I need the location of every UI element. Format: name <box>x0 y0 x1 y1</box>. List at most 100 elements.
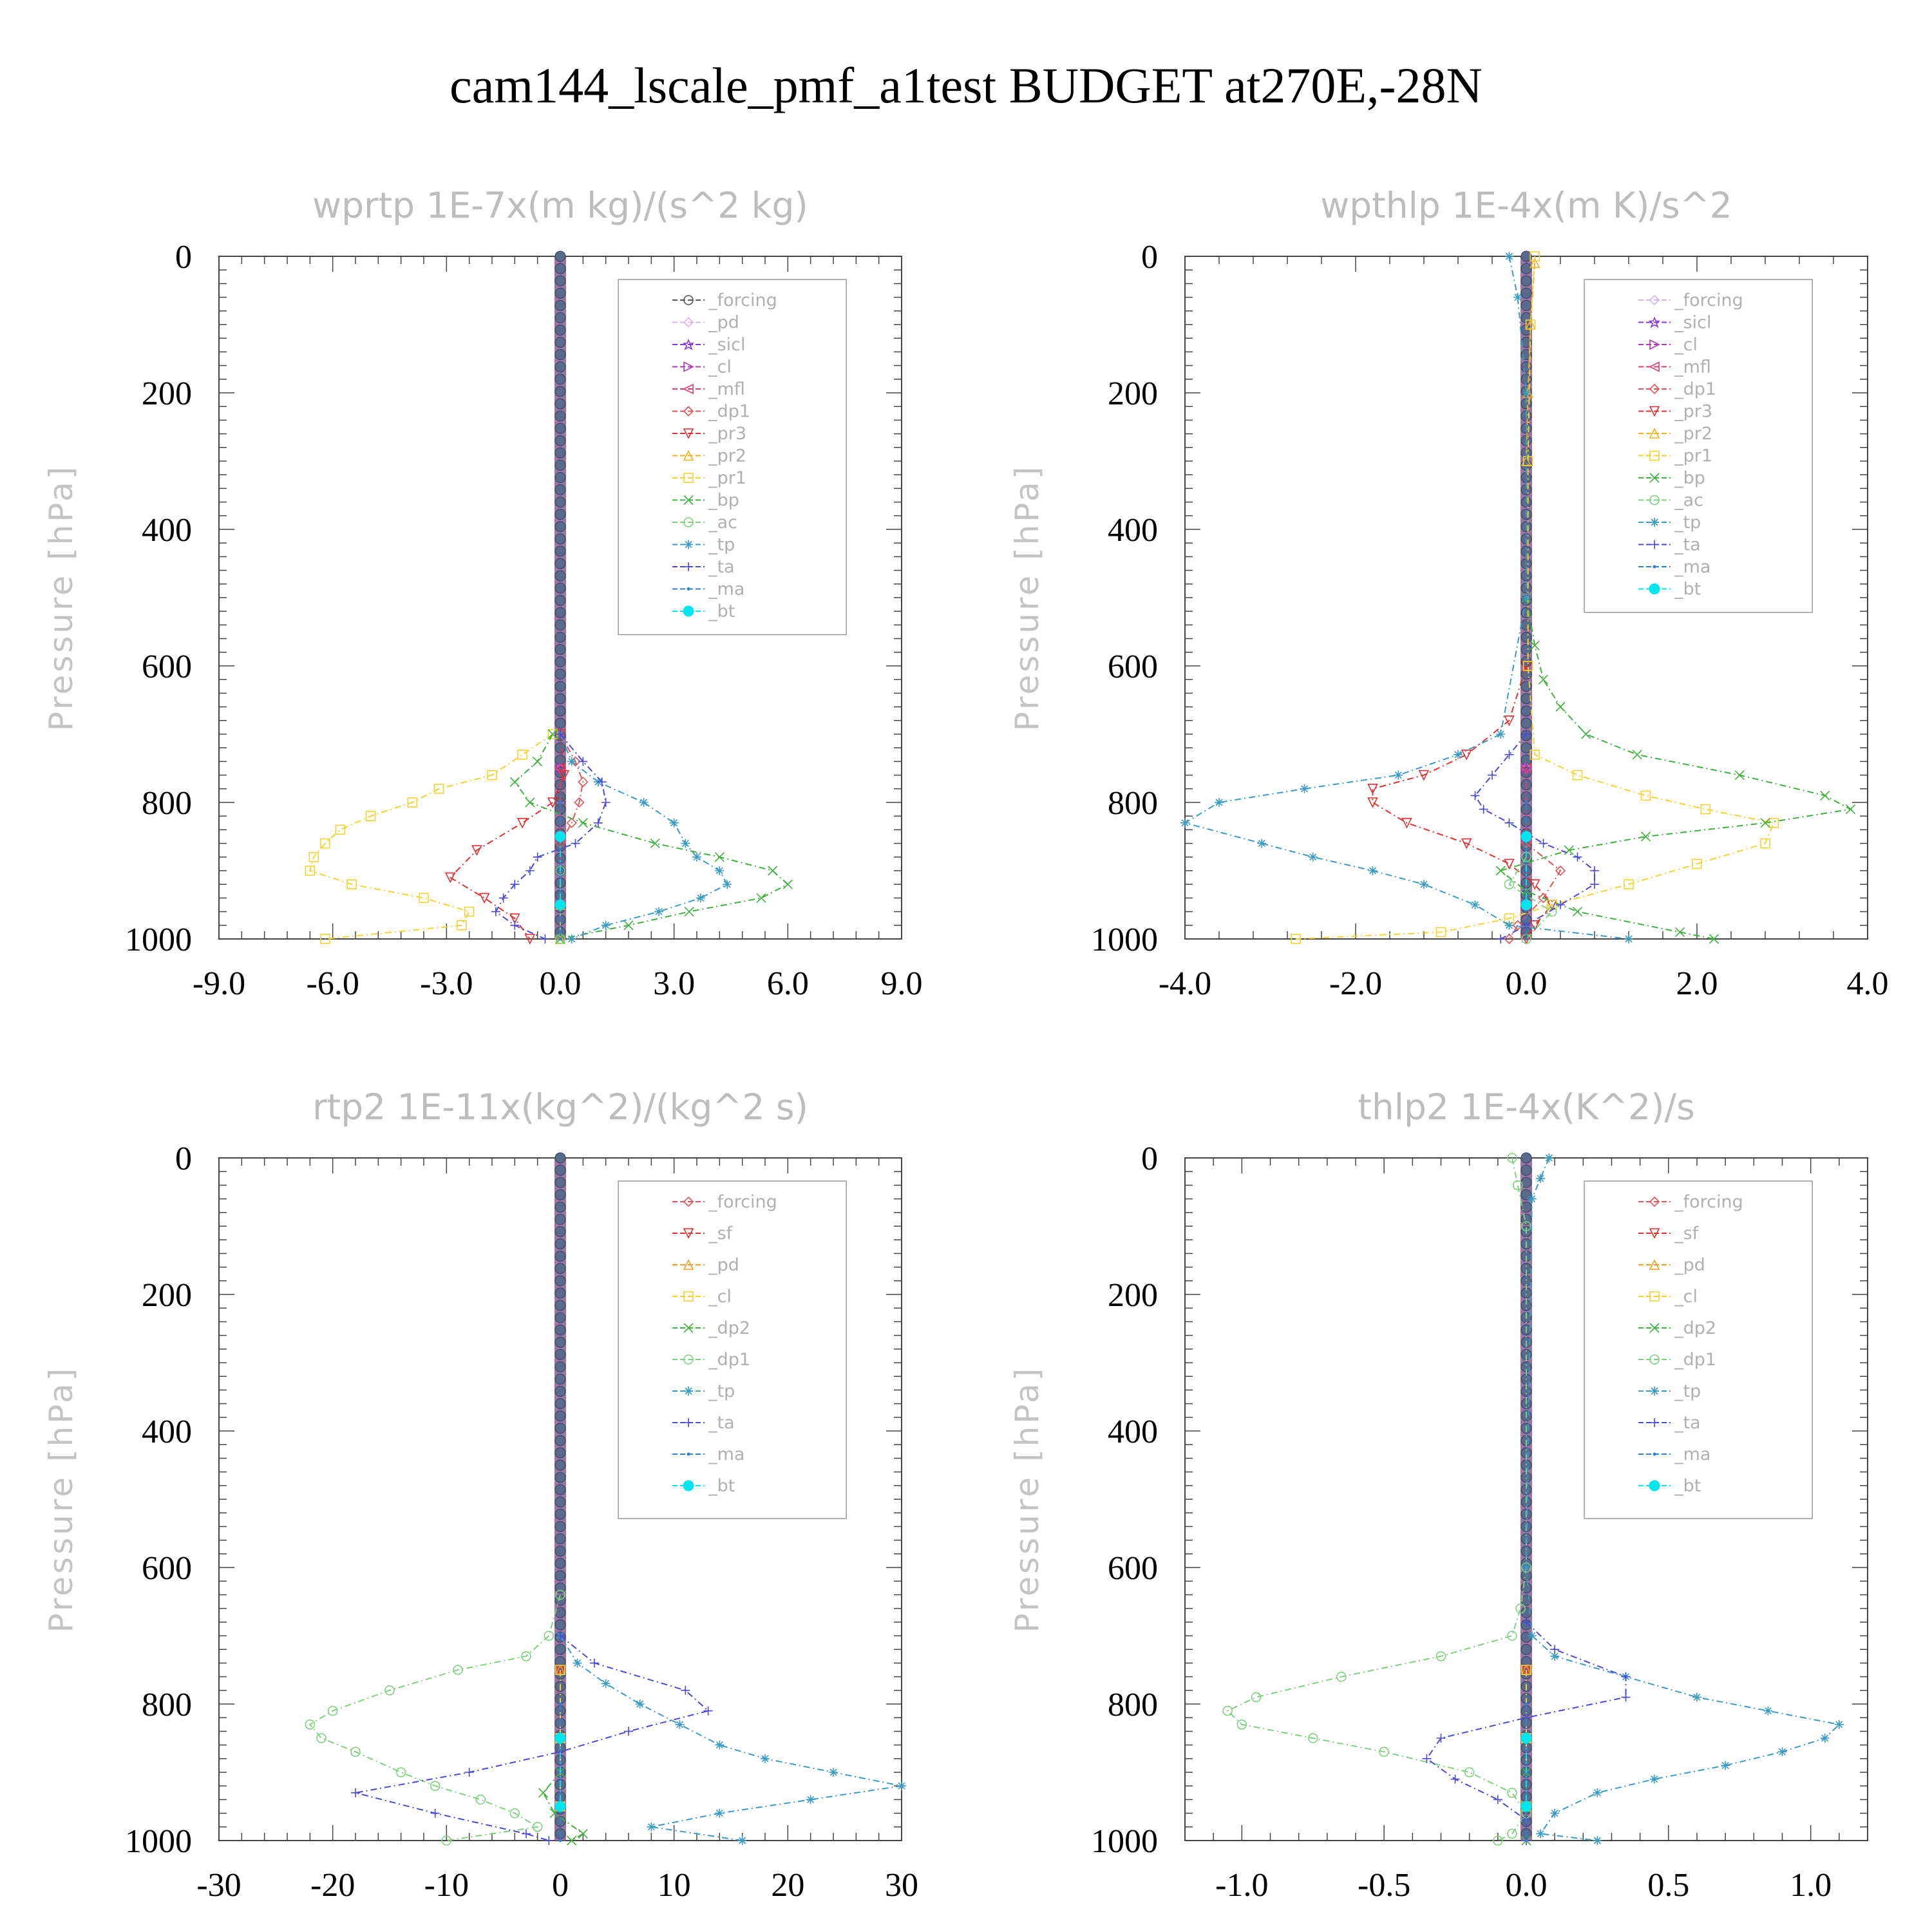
x-tick-label: -9.0 <box>193 965 245 1002</box>
data-point <box>1640 790 1651 801</box>
legend-marker <box>683 1480 694 1492</box>
data-point <box>1522 388 1531 397</box>
legend-label: _dp2 <box>708 1318 750 1338</box>
data-point <box>1515 1603 1526 1614</box>
y-axis-label: Pressure [hPa] <box>43 1366 80 1633</box>
data-point <box>498 893 508 903</box>
data-point <box>1300 784 1309 793</box>
zero-level-marker <box>554 337 566 348</box>
zero-level-marker <box>554 299 566 311</box>
series-line <box>560 734 584 844</box>
data-point <box>715 866 724 875</box>
zero-level-marker <box>1520 1189 1532 1200</box>
legend-marker <box>1649 495 1660 506</box>
zero-level-marker <box>554 1643 566 1655</box>
series-ta <box>1470 730 1599 943</box>
data-point <box>1419 880 1428 889</box>
series-pr1 <box>305 729 558 944</box>
legend-marker <box>683 450 694 461</box>
legend-entry-cl: _cl <box>672 357 732 377</box>
series-ac <box>1504 852 1557 944</box>
data-point <box>509 1808 520 1819</box>
zero-level-marker <box>554 644 566 656</box>
data-point <box>1520 1801 1532 1812</box>
series-line <box>1296 256 1775 940</box>
data-point <box>714 852 724 862</box>
data-point <box>365 811 376 822</box>
data-point <box>696 893 705 903</box>
zero-level-marker <box>554 324 566 336</box>
legend-marker <box>1649 339 1660 350</box>
data-point <box>1550 1651 1560 1661</box>
data-point <box>1640 831 1651 842</box>
data-point <box>723 880 732 889</box>
data-point <box>1470 791 1480 800</box>
data-point <box>1236 1719 1247 1730</box>
zero-level-marker <box>554 631 566 643</box>
data-point <box>635 1700 645 1709</box>
zero-level-marker <box>554 1410 566 1422</box>
legend-label: _ma <box>708 1444 744 1464</box>
legend-label: _pd <box>1674 1255 1705 1275</box>
legend-marker <box>684 1418 694 1427</box>
data-point <box>1507 1788 1517 1798</box>
legend-entry-bt: _bt <box>1638 1476 1701 1496</box>
y-tick-label: 400 <box>1108 1414 1158 1450</box>
zero-level-marker <box>554 1447 566 1459</box>
data-point <box>1524 1839 1528 1842</box>
data-point <box>1308 852 1318 862</box>
data-point <box>1222 1705 1233 1716</box>
data-point <box>1524 800 1528 804</box>
data-point <box>1834 1719 1844 1729</box>
legend-entry-dp2: _dp2 <box>1638 1318 1716 1338</box>
zero-level-marker <box>1520 275 1532 287</box>
legend-label: _sicl <box>708 335 745 355</box>
data-point <box>1527 1631 1537 1640</box>
x-tick-label: -1.0 <box>1215 1867 1268 1904</box>
legend-marker <box>1649 450 1660 461</box>
legend-marker <box>1650 540 1660 549</box>
zero-level-marker <box>1520 754 1532 766</box>
data-point <box>509 913 520 924</box>
series-dp1 <box>305 1589 565 1846</box>
series-line <box>1226 1157 1528 1841</box>
zero-level-marker <box>1520 644 1532 656</box>
series-ma <box>1524 800 1528 941</box>
data-point <box>1479 804 1488 814</box>
x-tick-label: 1.0 <box>1790 1867 1832 1904</box>
data-point <box>1488 770 1497 780</box>
zero-level-marker <box>554 1656 566 1667</box>
data-point <box>1496 934 1506 943</box>
series-pr3 <box>444 729 570 945</box>
y-tick-label: 600 <box>142 1550 192 1587</box>
legend-entry-ta: _ta <box>1638 535 1701 555</box>
panel-title: thlp2 1E-4x(K^2)/s <box>1358 1086 1694 1128</box>
legend-marker <box>683 406 694 417</box>
zero-level-marker <box>554 435 566 446</box>
data-point <box>1692 858 1702 869</box>
legend-marker <box>683 1259 694 1270</box>
x-tick-label: 0 <box>552 1867 569 1904</box>
legend-label: _ma <box>708 580 744 600</box>
zero-level-marker <box>554 447 566 459</box>
data-point <box>1522 593 1531 602</box>
zero-level-marker <box>554 1349 566 1360</box>
y-tick-label: 0 <box>1141 239 1158 276</box>
zero-level-marker <box>554 570 566 582</box>
data-point <box>1251 1692 1262 1703</box>
data-point <box>1674 927 1685 937</box>
legend-marker <box>1653 1452 1656 1456</box>
legend-entry-pr3: _pr3 <box>1638 402 1712 422</box>
zero-level-marker <box>554 497 566 508</box>
series-ma <box>558 1702 562 1842</box>
data-point <box>1504 858 1515 870</box>
data-point <box>453 1665 463 1675</box>
zero-level-marker <box>554 1484 566 1495</box>
data-point <box>1522 661 1533 671</box>
y-axis-label: Pressure [hPa] <box>1009 1366 1046 1633</box>
data-point <box>1336 1671 1347 1682</box>
data-point <box>335 824 346 835</box>
zero-level-marker <box>554 1226 566 1237</box>
data-point <box>444 872 456 884</box>
data-point <box>419 893 429 904</box>
